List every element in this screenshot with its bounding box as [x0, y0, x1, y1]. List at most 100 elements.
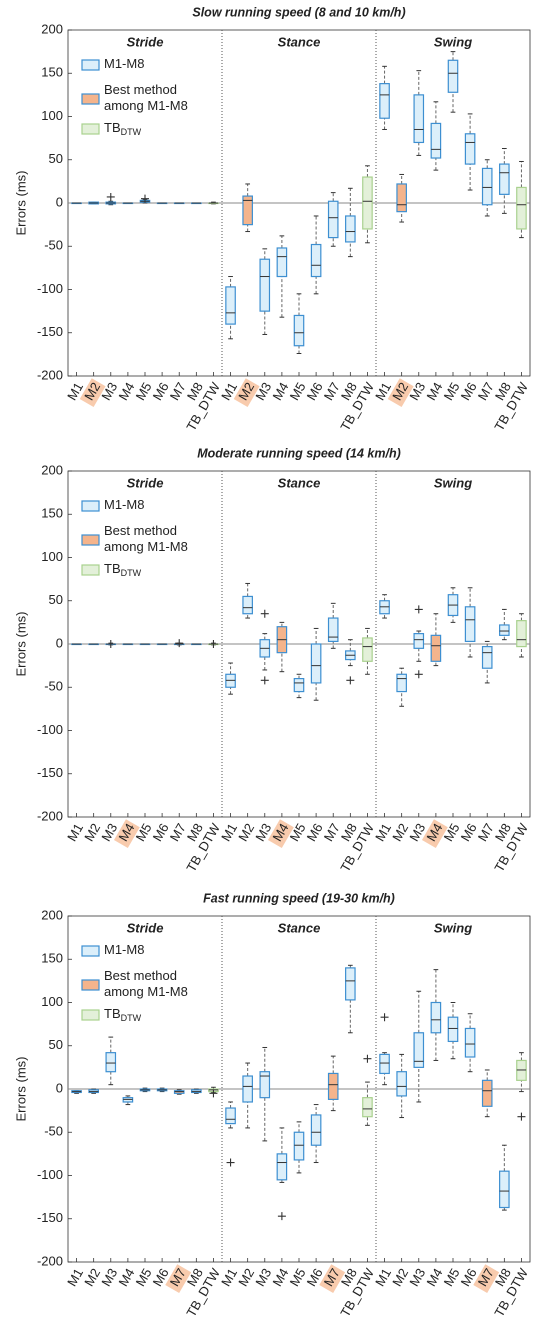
label-highlight	[421, 819, 448, 849]
legend-line: among M1-M8	[104, 984, 188, 999]
box	[379, 1053, 390, 1075]
box	[516, 186, 527, 230]
legend-label: M1-M8	[104, 497, 144, 512]
box	[327, 617, 339, 643]
box	[413, 633, 425, 649]
legend-swatch	[81, 500, 100, 512]
box	[464, 133, 476, 165]
box	[259, 258, 271, 312]
box	[430, 122, 442, 159]
box	[396, 183, 407, 213]
label-highlight	[267, 819, 294, 849]
box	[464, 1027, 476, 1058]
y-tick-label: 150	[41, 506, 63, 521]
legend-line: Best method	[104, 523, 177, 538]
legend-name: TB	[104, 561, 121, 576]
box	[447, 1016, 459, 1043]
legend-name: M1-M8	[104, 942, 144, 957]
y-tick-label: -50	[44, 679, 63, 694]
group-label: Swing	[434, 475, 472, 490]
box	[225, 286, 236, 325]
group-label: Stance	[278, 920, 321, 935]
box	[464, 606, 476, 643]
y-tick-label: 100	[41, 549, 63, 564]
box	[362, 1097, 373, 1118]
y-tick-label: 200	[41, 907, 63, 922]
box	[481, 1079, 493, 1107]
label-highlight	[233, 378, 260, 408]
y-tick-label: -200	[37, 367, 63, 382]
box	[242, 595, 253, 615]
y-tick-label: -50	[44, 1124, 63, 1139]
box	[345, 967, 356, 1001]
legend-swatch	[81, 564, 100, 576]
outlier	[226, 1158, 235, 1167]
y-tick-label: 200	[41, 21, 63, 36]
legend-label: M1-M8	[104, 56, 144, 71]
box	[499, 1170, 510, 1209]
legend-name: M1-M8	[104, 56, 144, 71]
outlier	[141, 194, 149, 203]
legend-line: among M1-M8	[104, 98, 188, 113]
panel: Fast running speed (19-30 km/h) Errors (m…	[13, 891, 531, 1319]
label-highlight	[165, 1264, 192, 1294]
box	[293, 314, 305, 347]
legend-name: M1-M8	[104, 497, 144, 512]
box	[396, 1071, 407, 1097]
chart-title: Slow running speed (8 and 10 km/h)	[192, 5, 405, 19]
chart-title: Moderate running speed (14 km/h)	[197, 446, 401, 460]
box	[430, 634, 442, 662]
box	[396, 673, 407, 693]
y-tick-label: 150	[41, 951, 63, 966]
legend-swatch	[81, 59, 100, 71]
group-label: Stride	[127, 34, 164, 49]
box	[499, 163, 510, 195]
y-axis-label: Errors (ms)	[13, 612, 28, 677]
legend-swatch	[81, 1009, 100, 1021]
legend-label: TBDTW	[104, 561, 142, 578]
legend-swatch	[81, 979, 100, 991]
group-label: Swing	[434, 34, 472, 49]
legend-label: TBDTW	[104, 120, 142, 137]
box	[516, 620, 527, 648]
legend-swatch	[81, 945, 100, 957]
box	[447, 59, 459, 93]
box	[293, 677, 305, 693]
y-tick-label: 100	[41, 994, 63, 1009]
label-highlight	[473, 1264, 500, 1294]
box	[481, 167, 493, 206]
box	[379, 83, 390, 119]
box	[310, 643, 322, 684]
box	[413, 94, 425, 144]
box	[327, 1072, 339, 1100]
legend-label: M1-M8	[104, 942, 144, 957]
y-tick-label: 50	[49, 1037, 63, 1052]
box	[259, 1071, 271, 1099]
outlier	[363, 1054, 372, 1063]
box	[327, 200, 339, 239]
chart-title: Fast running speed (19-30 km/h)	[203, 891, 395, 905]
outlier	[346, 676, 355, 685]
box	[242, 195, 253, 226]
box	[362, 176, 373, 230]
y-axis-label: Errors (ms)	[13, 1057, 28, 1122]
outlier	[414, 605, 423, 614]
group-label: Swing	[434, 920, 472, 935]
panel: Slow running speed (8 and 10 km/h) Errors…	[13, 5, 531, 433]
box	[481, 645, 493, 669]
y-tick-label: 200	[41, 462, 63, 477]
legend-label: Best method among M1-M8	[104, 968, 188, 999]
legend-name: TB	[104, 1006, 121, 1021]
group-label: Stride	[127, 475, 164, 490]
y-tick-label: 0	[56, 194, 63, 209]
box	[225, 1107, 236, 1125]
box	[310, 1114, 322, 1146]
box	[276, 247, 288, 278]
y-tick-label: -150	[37, 765, 63, 780]
box	[310, 243, 322, 278]
box	[430, 1001, 442, 1034]
label-highlight	[319, 1264, 346, 1294]
outlier	[380, 1013, 389, 1022]
outlier	[209, 640, 218, 648]
y-tick-label: 150	[41, 65, 63, 80]
